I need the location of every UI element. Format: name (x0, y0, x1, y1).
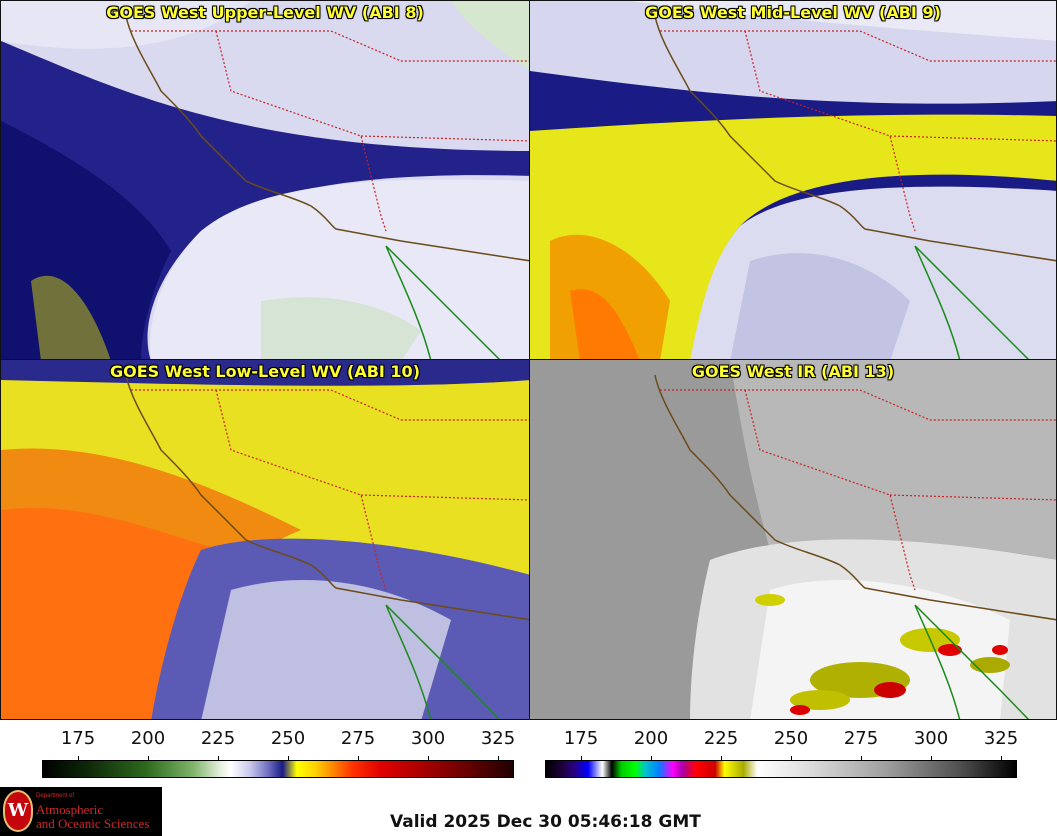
tick-label: 300 (913, 728, 949, 749)
tick-label: 250 (270, 728, 306, 749)
tick-label: 275 (340, 728, 376, 749)
logo-line1: Atmospheric (36, 802, 104, 817)
logo-line2: and Oceanic Sciences (36, 816, 150, 831)
mid-level-wv-panel: GOES West Mid-Level WV (ABI 9) (529, 0, 1057, 360)
aos-logo[interactable]: W Department of Atmospheric and Oceanic … (0, 787, 162, 836)
valid-time-label: Valid 2025 Dec 30 05:46:18 GMT (390, 812, 701, 832)
mid-level-wv-image (530, 1, 1056, 359)
upper-level-wv-image (1, 1, 529, 359)
panel-title: GOES West IR (ABI 13) (691, 362, 895, 381)
upper-level-wv-panel: GOES West Upper-Level WV (ABI 8) (0, 0, 530, 360)
wv-colorbar: 175 200 225 250 275 300 325 (0, 722, 528, 782)
ir-image (530, 360, 1056, 719)
tick-label: 225 (200, 728, 236, 749)
tick-label: 175 (563, 728, 599, 749)
tick-label: 275 (843, 728, 879, 749)
tick-label: 325 (983, 728, 1019, 749)
ir-panel: GOES West IR (ABI 13) (529, 359, 1057, 720)
tick-label: 200 (130, 728, 166, 749)
ir-colorbar-ticks: 175 200 225 250 275 300 325 (529, 728, 1057, 750)
wv-colorbar-ticks: 175 200 225 250 275 300 325 (0, 728, 528, 750)
ir-colorbar-gradient (545, 760, 1017, 778)
low-level-wv-panel: GOES West Low-Level WV (ABI 10) (0, 359, 530, 720)
low-level-wv-image (1, 360, 529, 719)
tick-label: 325 (480, 728, 516, 749)
panel-title: GOES West Mid-Level WV (ABI 9) (645, 3, 941, 22)
ir-colorbar: 175 200 225 250 275 300 325 (529, 722, 1057, 782)
tick-label: 250 (773, 728, 809, 749)
tick-label: 225 (703, 728, 739, 749)
uw-seal-icon: W (3, 790, 33, 832)
tick-label: 175 (60, 728, 96, 749)
wv-colorbar-gradient (42, 760, 514, 778)
panel-title: GOES West Low-Level WV (ABI 10) (109, 362, 420, 381)
tick-label: 200 (633, 728, 669, 749)
logo-dept-text: Department of (36, 793, 75, 799)
panel-title: GOES West Upper-Level WV (ABI 8) (106, 3, 424, 22)
tick-label: 300 (410, 728, 446, 749)
